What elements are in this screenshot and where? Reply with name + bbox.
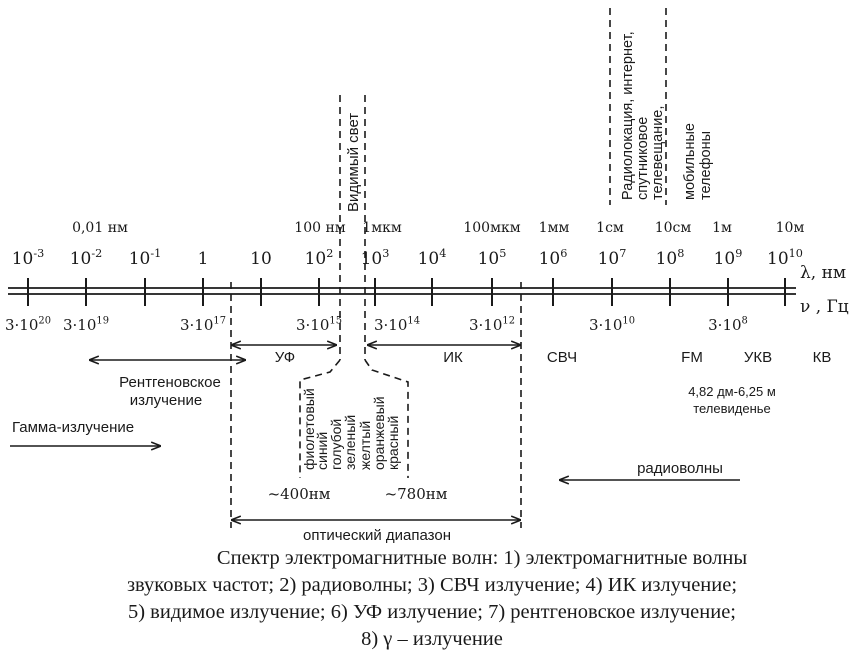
wavelength-tick-label: 10-2 xyxy=(70,247,103,269)
hf-label: КВ xyxy=(813,349,832,366)
label-10-cm: 10см xyxy=(655,220,692,236)
radar-label-line-3: телевещание, xyxy=(650,106,666,200)
frequency-axis-label: ν , Гц xyxy=(800,297,849,317)
visible-color-2: синий xyxy=(314,432,330,470)
application-lines xyxy=(609,8,667,205)
label-0-01-nm: 0,01 нм xyxy=(72,220,128,236)
label-100-nm: 100 нм xyxy=(294,220,346,236)
caption-line-4: 8) γ – излучение xyxy=(361,628,503,650)
label-1-m: 1м xyxy=(712,220,732,236)
frequency-tick-label: 3·1014 xyxy=(374,316,420,334)
frequency-tick-label: 3·1015 xyxy=(296,316,342,334)
optical-label: оптический диапазон xyxy=(303,527,451,544)
wavelength-tick-label: 107 xyxy=(598,247,627,269)
label-10-m: 10м xyxy=(776,220,805,236)
label-100-um: 100мкм xyxy=(463,220,520,236)
vhf-label: УКВ xyxy=(744,349,772,366)
visible-bound-left: ~400нм xyxy=(268,485,331,503)
frequency-tick-label: 3·1020 xyxy=(5,316,51,334)
wavelength-tick-label: 102 xyxy=(305,247,334,269)
frequency-tick-label: 3·108 xyxy=(708,316,748,334)
caption-line-2: звуковых частот; 2) радиоволны; 3) СВЧ и… xyxy=(126,574,738,596)
visible-bound-right: ~780нм xyxy=(385,485,448,503)
visible-color-1: фиолетовый xyxy=(301,388,317,470)
mobile-label-line-1: мобильные xyxy=(682,123,698,200)
uv-label: УФ xyxy=(275,349,295,366)
visible-color-7: красный xyxy=(385,416,401,470)
wavelength-axis-label: λ, нм xyxy=(800,263,846,283)
wavelength-tick-label: 108 xyxy=(656,247,685,269)
wavelength-unit-labels: 0,01 нм 100 нм 1мкм 100мкм 1мм 1см 10см … xyxy=(72,220,804,236)
wavelength-tick-label: 109 xyxy=(714,247,743,269)
axis-ticks xyxy=(27,278,786,306)
optical-range-lines xyxy=(230,282,522,528)
fm-label: FM xyxy=(681,349,703,366)
visible-light-band xyxy=(299,95,409,478)
wavelength-tick-label: 104 xyxy=(418,247,447,269)
region-labels: УФ ИК СВЧ FM УКВ КВ Рентгеновское излуче… xyxy=(12,349,831,544)
range-arrows xyxy=(10,345,740,520)
xray-label-line-2: излучение xyxy=(130,392,203,409)
wavelength-tick-label: 1 xyxy=(198,249,209,269)
visible-color-4: зеленый xyxy=(342,415,358,470)
wavelength-tick-label: 105 xyxy=(478,247,507,269)
wavelength-tick-labels: 10-3 10-2 10-1 1 10 102 103 104 105 106 107 108 109 1… xyxy=(12,247,803,269)
microwave-label: СВЧ xyxy=(547,349,577,366)
mobile-label-line-2: телефоны xyxy=(698,131,714,200)
frequency-tick-labels: 3·1020 3·1019 3·1017 3·1015 3·1014 3·1012 3·10… xyxy=(5,316,748,334)
frequency-tick-label: 3·1010 xyxy=(589,316,635,334)
figure-caption: Спектр электромагнитные волн: 1) электро… xyxy=(0,545,864,653)
visible-light-label: Видимый свет xyxy=(345,113,362,212)
radio-label: радиоволны xyxy=(637,460,723,477)
tv-label-line-2: телевиденье xyxy=(693,401,771,416)
radar-label-line-1: Радиолокация, интернет, xyxy=(620,31,636,200)
visible-bounds: ~400нм ~780нм xyxy=(268,485,448,503)
radar-label-line-2: спутниковое xyxy=(635,117,651,200)
mobile-label: мобильные телефоны xyxy=(682,123,714,200)
label-1-mm: 1мм xyxy=(539,220,570,236)
wavelength-tick-label: 10 xyxy=(250,249,272,269)
tv-label: 4,82 дм-6,25 м телевиденье xyxy=(688,384,776,416)
visible-color-5: желтый xyxy=(357,421,373,470)
caption-line-1: Спектр электромагнитные волн: 1) электро… xyxy=(216,547,748,569)
frequency-tick-label: 3·1017 xyxy=(180,316,226,334)
caption-line-3: 5) видимое излучение; 6) УФ излучение; 7… xyxy=(127,601,737,623)
frequency-tick-label: 3·1019 xyxy=(63,316,109,334)
wavelength-tick-label: 10-3 xyxy=(12,247,45,269)
spectrum-axis xyxy=(8,287,796,295)
visible-color-6: оранжевый xyxy=(371,396,387,470)
label-1-cm: 1см xyxy=(596,220,624,236)
wavelength-tick-label: 106 xyxy=(539,247,568,269)
frequency-tick-label: 3·1012 xyxy=(469,316,515,334)
wavelength-tick-label: 1010 xyxy=(767,247,803,269)
wavelength-tick-label: 10-1 xyxy=(129,247,162,269)
gamma-label: Гамма-излучение xyxy=(12,419,134,436)
radar-label: Радиолокация, интернет, спутниковое теле… xyxy=(620,31,666,200)
visible-color-3: голубой xyxy=(328,419,344,470)
wavelength-tick-label: 103 xyxy=(361,247,390,269)
xray-label-line-1: Рентгеновское xyxy=(119,374,221,391)
label-1-um: 1мкм xyxy=(362,220,402,236)
ir-label: ИК xyxy=(443,349,463,366)
tv-label-line-1: 4,82 дм-6,25 м xyxy=(688,384,776,399)
